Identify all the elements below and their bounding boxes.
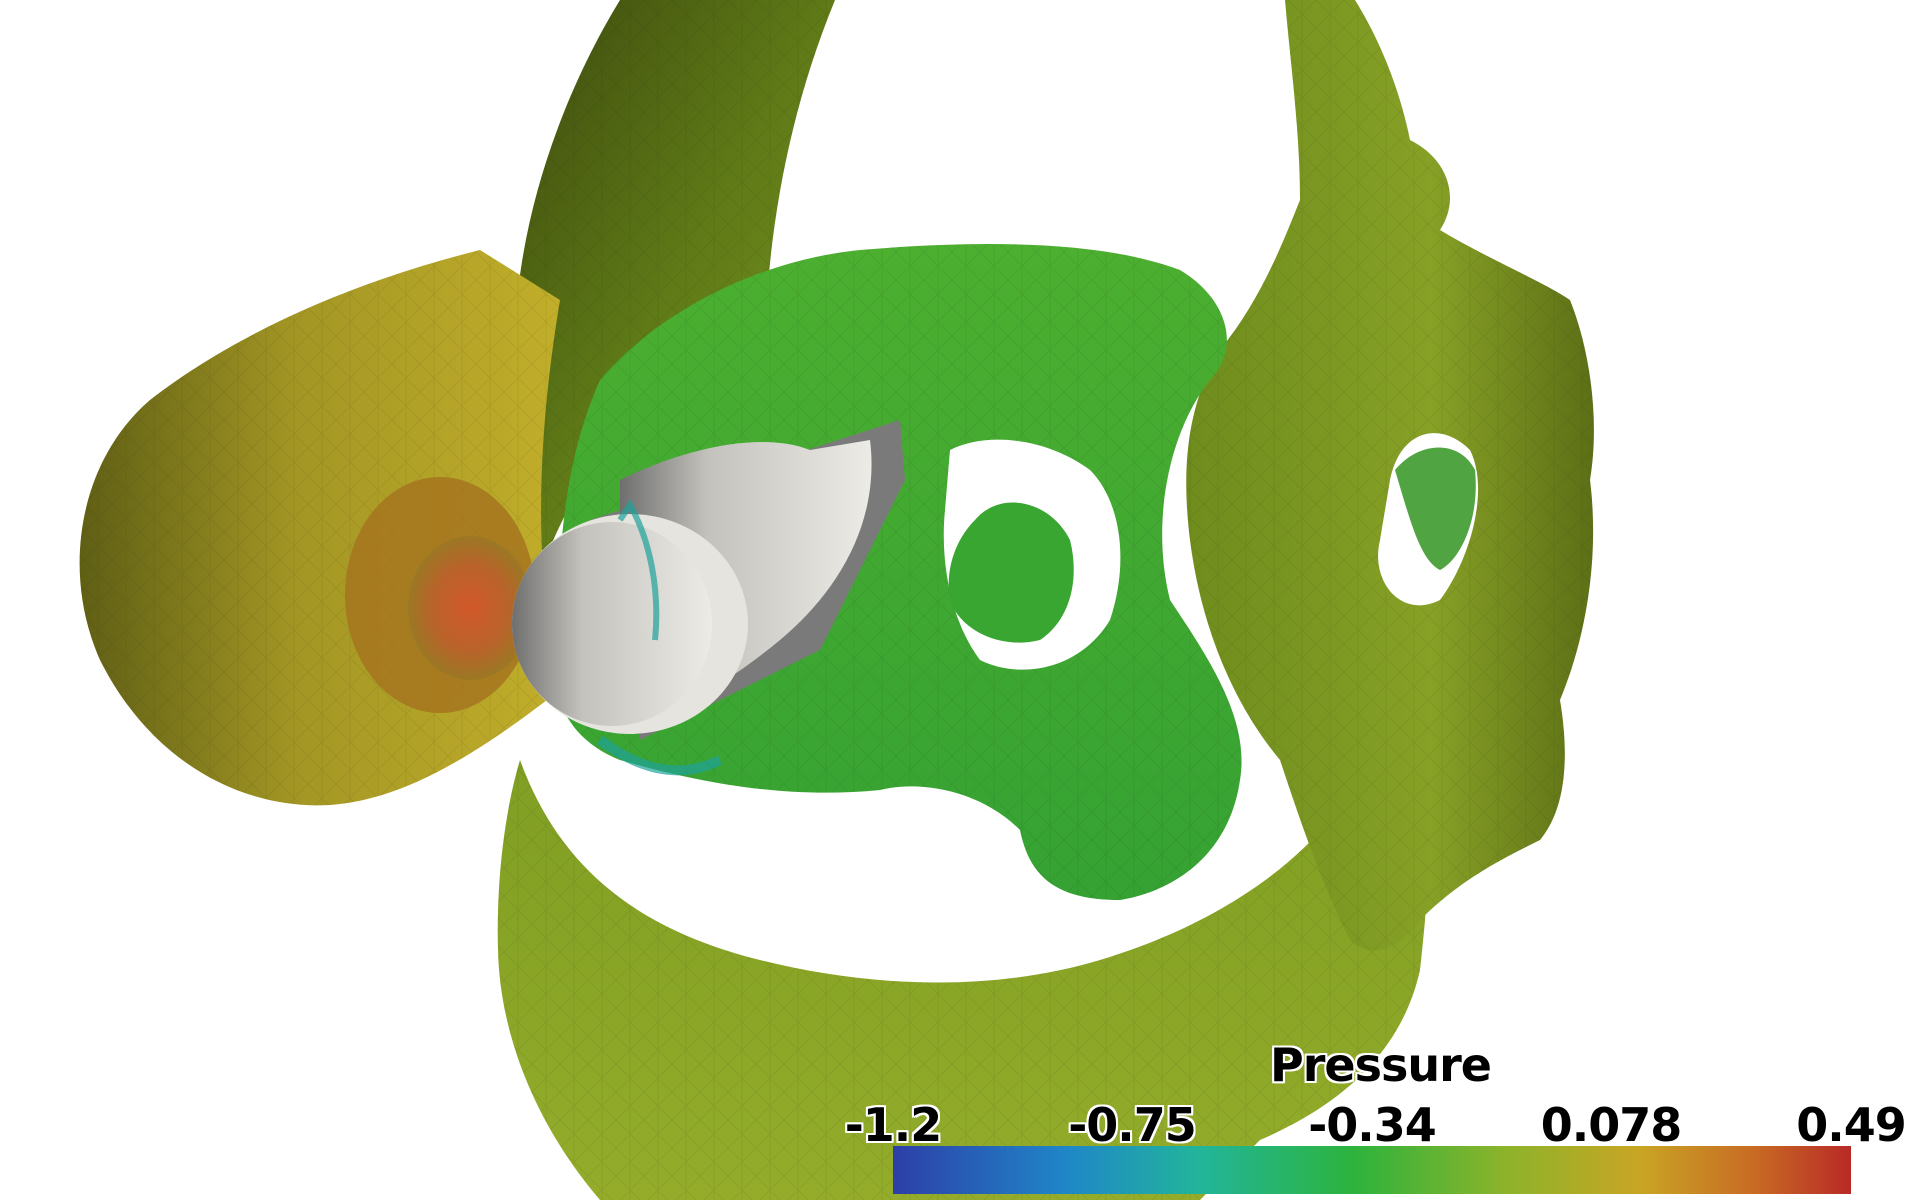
lower-vortex-sheet [497, 680, 1429, 1200]
green-vortex-ring [554, 244, 1242, 901]
colorbar-tick-label: 0.078 [1540, 1098, 1683, 1152]
legend-title: Pressure [1270, 1038, 1492, 1092]
colorbar-tick-label: 0.49 [1796, 1098, 1906, 1152]
grey-cylinder [512, 420, 905, 776]
colorbar [893, 1146, 1851, 1194]
colorbar-tick-label: -0.75 [1068, 1098, 1197, 1152]
colorbar-tick-label: -0.34 [1308, 1098, 1437, 1152]
colorbar-tick-label: -1.2 [844, 1098, 943, 1152]
yellow-vortex-tube [79, 250, 560, 806]
right-vortex-structure [1186, 0, 1594, 951]
